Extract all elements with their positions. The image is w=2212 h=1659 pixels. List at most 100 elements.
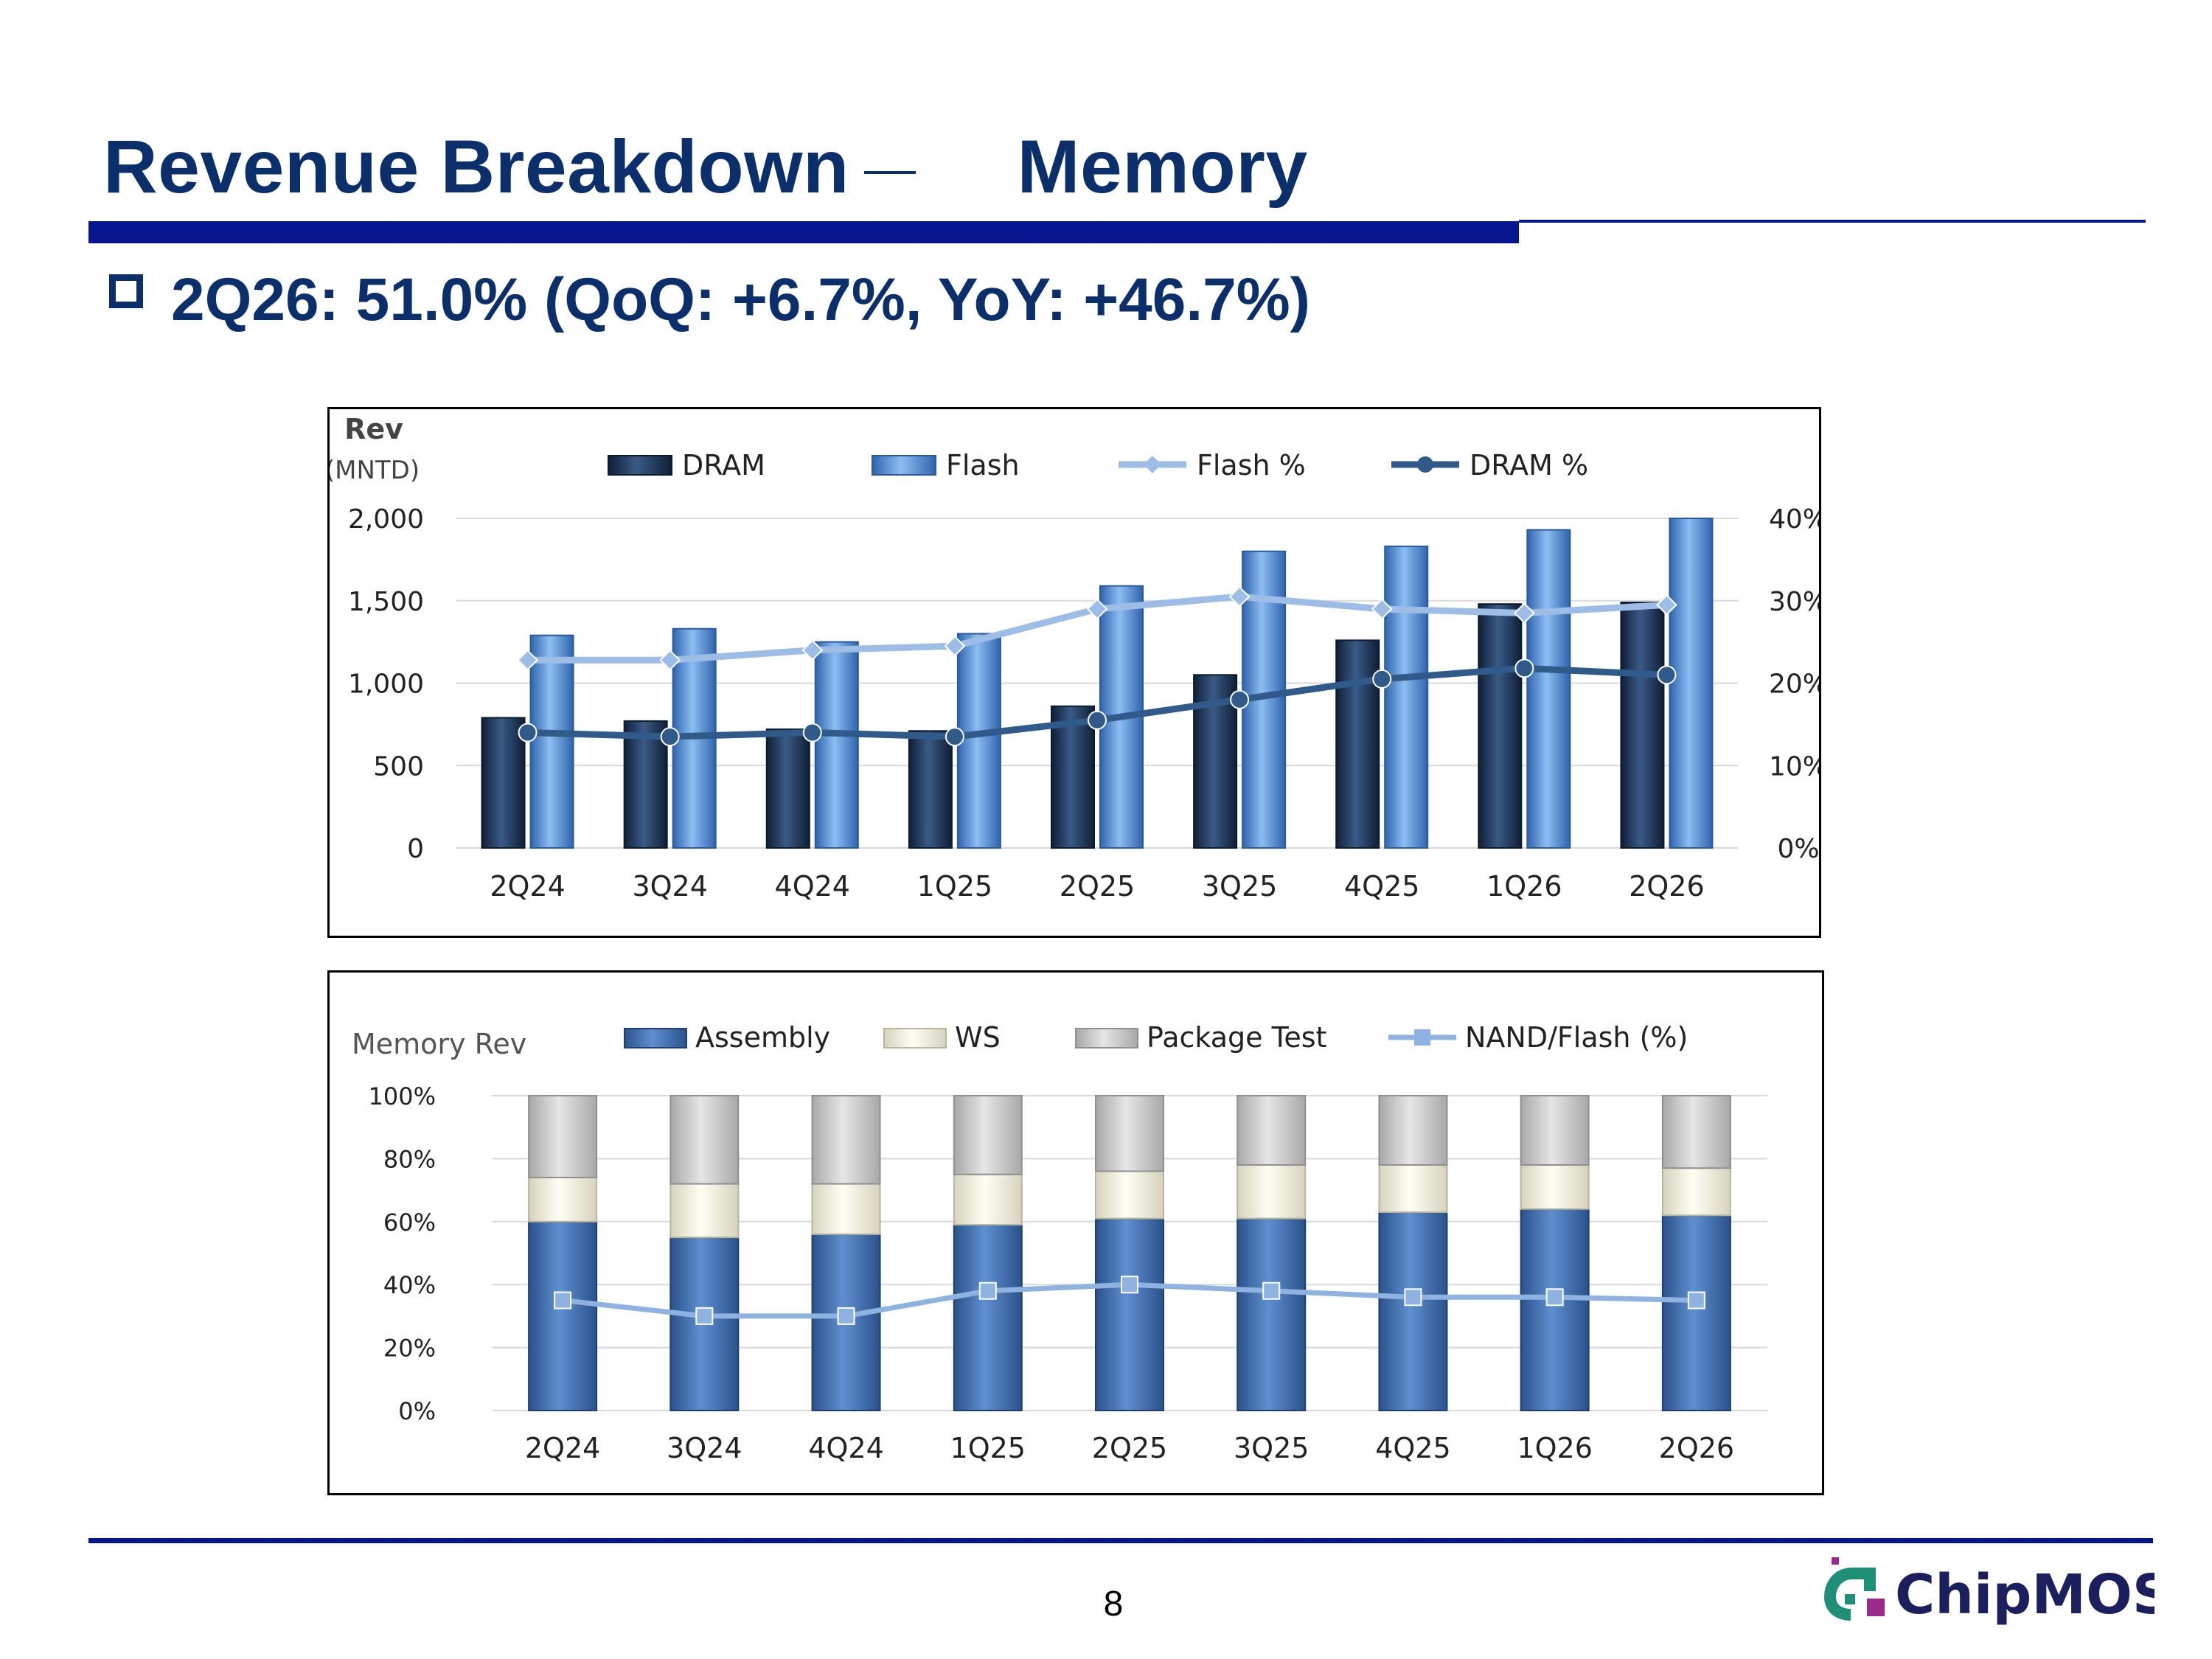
legend-marker-nand-flash — [1414, 1029, 1430, 1046]
bar-ws-1q25 — [953, 1173, 1023, 1226]
bar-dram-1q26 — [1478, 603, 1523, 849]
x-tick-label-4q25: 4Q25 — [1375, 1432, 1450, 1464]
bar-package-test-3q25 — [1237, 1095, 1307, 1166]
page-number: 8 — [1103, 1585, 1124, 1624]
legend-label-flash: Flash — [946, 449, 1020, 481]
title-dash — [864, 171, 916, 174]
y-axis-unit: (MNTD) — [330, 456, 420, 485]
bar-ws-3q24 — [669, 1183, 740, 1239]
y-tick-label: 2,000 — [348, 504, 424, 535]
revenue-chart: Rev (MNTD) 0 500 1,000 1,500 2,000 0% 10% 20% 30% 4… — [325, 407, 1828, 938]
bar-package-test-2q25 — [1095, 1095, 1164, 1172]
y-tick-label: 80% — [383, 1145, 436, 1173]
bar-dram-2q25 — [1051, 705, 1095, 849]
point-flash-pct-2q26 — [1656, 594, 1677, 616]
y2-tick-label: 20% — [1769, 669, 1819, 700]
legend-label-nand-flash: NAND/Flash (%) — [1465, 1021, 1688, 1054]
y-tick-label: 20% — [383, 1335, 436, 1363]
y-tick-label: 60% — [383, 1208, 436, 1237]
x-tick-label-3q24: 3Q24 — [632, 870, 707, 902]
point-flash-pct-4q24 — [801, 639, 824, 661]
subtitle: 2Q26: 51.0% (QoQ: +6.7%, YoY: +46.7%) — [171, 266, 1310, 333]
bar-package-test-4q24 — [811, 1095, 881, 1185]
point-dram-pct-1q25 — [945, 727, 964, 747]
point-flash-pct-1q25 — [944, 635, 966, 657]
point-nand-flash-4q25 — [1404, 1288, 1422, 1307]
legend-swatch-ws — [883, 1028, 947, 1048]
bar-assembly-2q24 — [528, 1220, 598, 1411]
legend-swatch-package-test — [1075, 1028, 1138, 1048]
legend-swatch-flash — [872, 455, 936, 476]
y2-tick-label: 10% — [1769, 751, 1819, 782]
legend-label-dram: DRAM % — [1470, 449, 1588, 481]
point-flash-pct-2q25 — [1086, 598, 1108, 620]
x-tick-label-4q25: 4Q25 — [1344, 870, 1419, 902]
x-tick-label-2q24: 2Q24 — [490, 870, 565, 902]
x-tick-label-1q25: 1Q25 — [917, 870, 992, 902]
y-tick-label: 0% — [398, 1397, 436, 1425]
y2-tick-label: 30% — [1769, 587, 1819, 617]
bar-ws-1q26 — [1520, 1164, 1590, 1210]
memory-mix-chart-svg: Memory Rev 0% 20% 40% 60% 80% 100% 2Q24 3Q24 4Q24… — [352, 1021, 1767, 1464]
point-nand-flash-2q26 — [1687, 1291, 1705, 1310]
point-dram-pct-3q24 — [660, 727, 680, 747]
bar-flash-1q25 — [956, 633, 1001, 849]
title-underline-thick — [88, 221, 1519, 243]
chipmos-logo-text: ChipMOS — [1895, 1563, 2154, 1627]
y-tick-label: 1,500 — [348, 587, 424, 617]
legend-swatch-assembly — [624, 1028, 687, 1048]
x-tick-label-2q25: 2Q25 — [1092, 1432, 1167, 1464]
legend-label-ws: WS — [955, 1021, 1001, 1054]
y-tick-label: 500 — [373, 751, 424, 782]
legend-swatch-dram — [608, 455, 672, 476]
y-tick-label: 0 — [407, 834, 424, 864]
point-dram-pct-4q24 — [802, 723, 822, 742]
bar-dram-3q24 — [623, 720, 668, 849]
point-nand-flash-3q24 — [695, 1307, 714, 1325]
page-title-right: Memory — [1017, 125, 1308, 209]
bar-dram-1q25 — [908, 730, 953, 849]
legend-label-assembly: Assembly — [695, 1021, 830, 1054]
x-tick-label-3q25: 3Q25 — [1202, 870, 1277, 902]
point-nand-flash-3q25 — [1262, 1281, 1281, 1300]
bar-package-test-1q26 — [1520, 1095, 1590, 1166]
point-nand-flash-4q24 — [837, 1307, 855, 1325]
point-flash-pct-4q25 — [1371, 598, 1393, 620]
legend-label-dram: DRAM — [682, 449, 765, 481]
bar-ws-4q25 — [1378, 1164, 1448, 1213]
legend-label-package-test: Package Test — [1147, 1021, 1326, 1054]
x-tick-label-3q24: 3Q24 — [667, 1432, 742, 1464]
point-flash-pct-3q24 — [659, 649, 681, 671]
bar-flash-4q24 — [814, 641, 859, 849]
bar-package-test-2q26 — [1661, 1095, 1731, 1169]
x-tick-label-4q24: 4Q24 — [808, 1432, 883, 1464]
x-tick-label-2q26: 2Q26 — [1629, 870, 1704, 902]
bar-ws-2q24 — [528, 1177, 598, 1222]
bar-ws-3q25 — [1237, 1164, 1307, 1220]
bar-assembly-1q26 — [1520, 1208, 1590, 1411]
bar-assembly-1q25 — [953, 1224, 1023, 1411]
x-tick-label-2q25: 2Q25 — [1060, 870, 1135, 902]
bar-ws-2q26 — [1661, 1167, 1731, 1217]
page-title: Revenue Breakdown Memory — [103, 124, 1308, 210]
point-nand-flash-2q25 — [1121, 1276, 1138, 1294]
chipmos-logo: ChipMOS — [1824, 1557, 2154, 1627]
bar-dram-4q25 — [1335, 639, 1380, 849]
bar-ws-2q25 — [1095, 1170, 1164, 1220]
point-flash-pct-2q24 — [517, 649, 538, 671]
memory-mix-chart: Memory Rev 0% 20% 40% 60% 80% 100% 2Q24 3Q24 4Q24… — [327, 970, 1824, 1495]
bar-assembly-2q26 — [1661, 1214, 1731, 1411]
x-tick-label-3q25: 3Q25 — [1234, 1432, 1309, 1464]
x-tick-label-1q25: 1Q25 — [950, 1432, 1026, 1464]
bar-dram-4q24 — [765, 728, 810, 849]
bar-dram-2q24 — [481, 717, 526, 849]
point-nand-flash-2q24 — [554, 1291, 572, 1310]
legend-marker-flash — [1144, 456, 1161, 473]
x-tick-label-2q24: 2Q24 — [525, 1432, 600, 1464]
point-flash-pct-1q26 — [1513, 602, 1535, 624]
bar-flash-2q26 — [1669, 518, 1714, 849]
y2-tick-label: 40% — [1769, 504, 1819, 535]
bullet-square-icon — [109, 274, 143, 308]
bar-package-test-4q25 — [1378, 1095, 1448, 1166]
title-underline-thin — [1519, 220, 2146, 223]
